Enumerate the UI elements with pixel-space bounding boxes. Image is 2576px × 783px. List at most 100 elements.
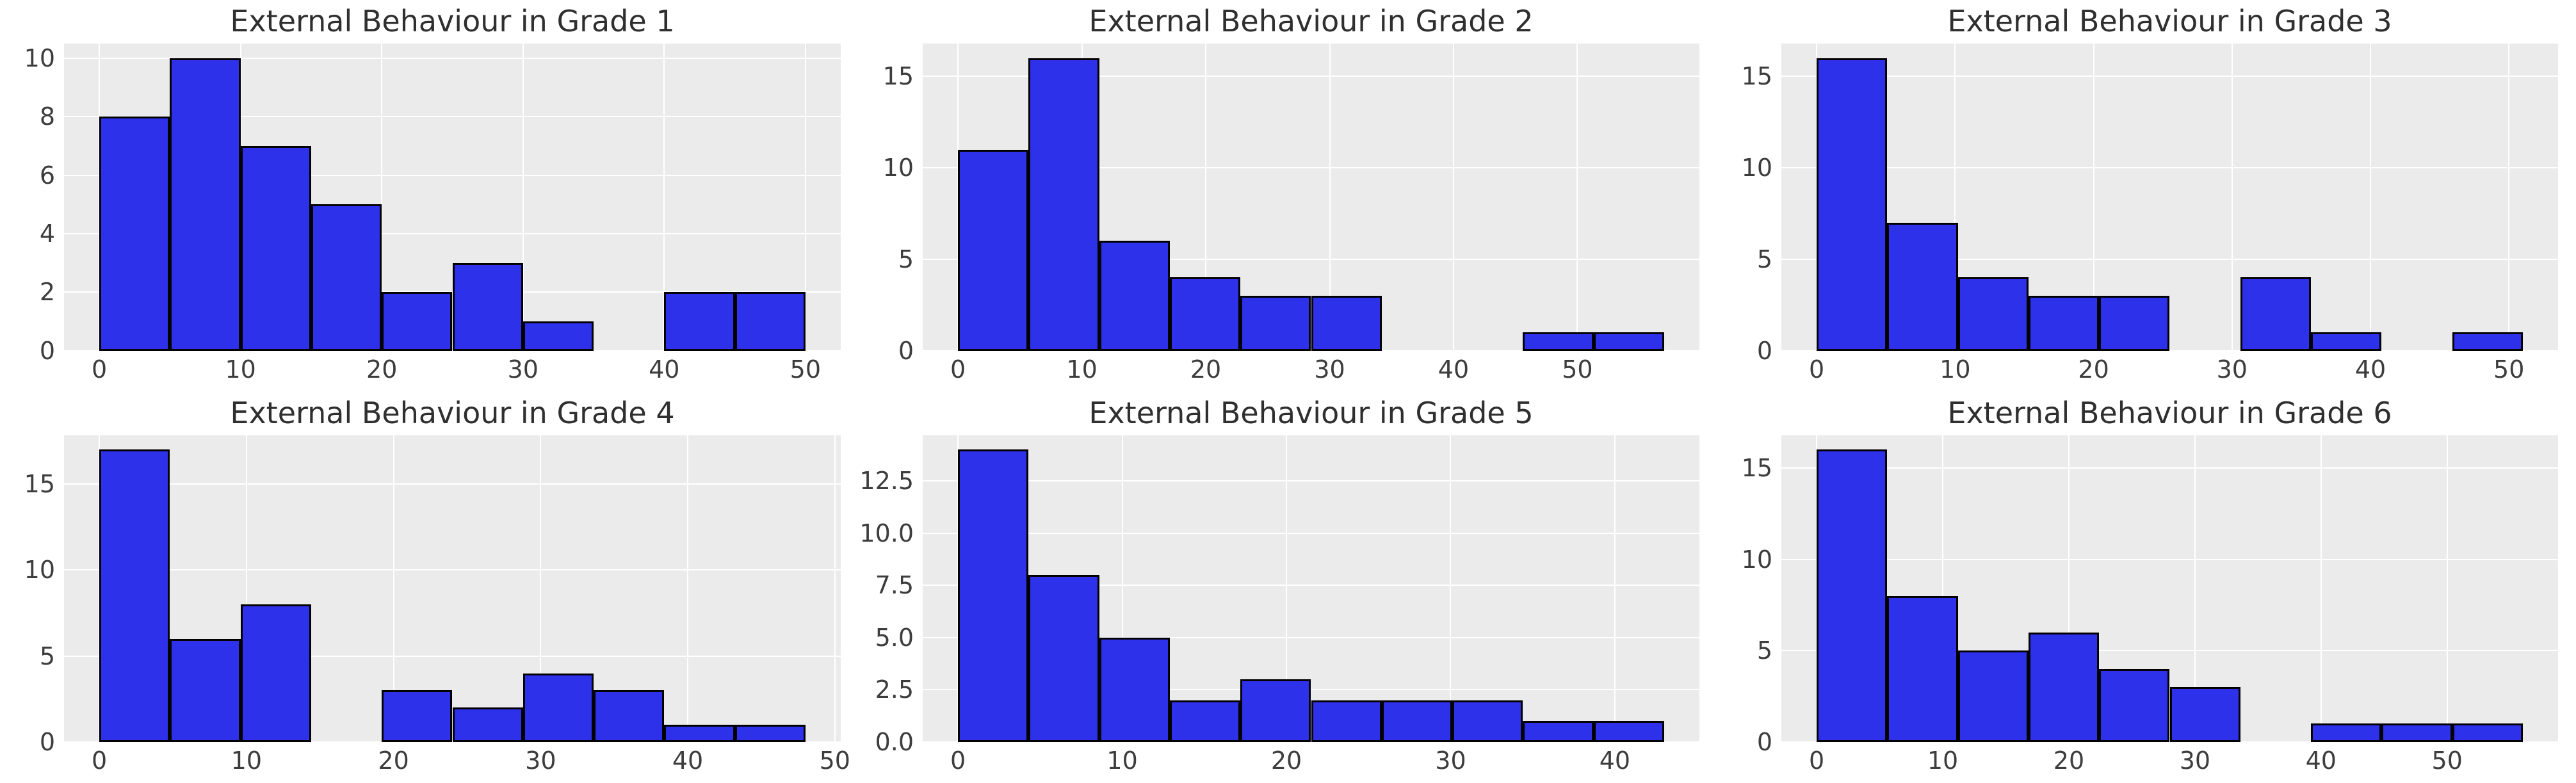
x-tick-label: 0	[950, 355, 966, 383]
y-tick-label: 0	[898, 336, 914, 365]
x-gridline	[663, 44, 665, 351]
x-tick-label: 40	[1599, 747, 1631, 775]
histogram-bar	[1240, 295, 1311, 351]
histogram-bar	[452, 707, 523, 742]
y-gridline	[923, 532, 1699, 534]
x-tick-label: 0	[92, 355, 108, 383]
y-axis: 0 5 10 15	[1717, 435, 1772, 756]
histogram-bar	[382, 292, 453, 351]
histogram-bar	[1887, 222, 1958, 351]
histogram-bar	[522, 673, 594, 742]
plot-area	[1781, 44, 2558, 351]
x-axis: 0 10 20 30 40 50	[1781, 355, 2558, 387]
x-tick-label: 10	[225, 355, 256, 383]
histogram-bar	[170, 638, 241, 742]
histogram-bar	[2381, 723, 2452, 742]
histogram-bar	[311, 204, 382, 351]
histogram-bar	[1957, 277, 2029, 351]
subplot-title: External Behaviour in Grade 4	[230, 395, 675, 430]
x-gridline	[1329, 44, 1331, 351]
x-tick-label: 10	[1940, 355, 1971, 383]
y-gridline	[64, 483, 841, 485]
x-gridline	[2446, 435, 2448, 742]
y-gridline	[64, 116, 841, 118]
subplot-title: External Behaviour in Grade 5	[1089, 395, 1534, 430]
subplot-grade-4: External Behaviour in Grade 4 0 5 10 15 0 10 20…	[0, 392, 859, 783]
plot-area	[64, 44, 841, 351]
y-gridline	[1781, 467, 2558, 469]
subplot-title: External Behaviour in Grade 6	[1947, 395, 2392, 430]
x-tick-label: 50	[2431, 747, 2463, 775]
y-gridline	[64, 655, 841, 657]
histogram-bar	[522, 321, 594, 351]
y-axis: 0 5 10 15	[859, 44, 914, 364]
histogram-bar	[1240, 679, 1311, 742]
y-tick-label: 15	[882, 62, 914, 91]
y-tick-label: 10.0	[859, 519, 914, 547]
histogram-bar	[594, 690, 665, 742]
y-tick-label: 2.5	[875, 675, 914, 704]
y-gridline	[1781, 76, 2558, 77]
histogram-bar	[734, 292, 806, 351]
x-axis: 0 10 20 30 40 50	[64, 355, 841, 387]
y-tick-label: 15	[24, 470, 55, 499]
histogram-bar	[2099, 668, 2170, 742]
x-gridline	[1954, 44, 1956, 351]
subplot-title: External Behaviour in Grade 3	[1947, 4, 2392, 38]
histogram-bar	[1169, 700, 1241, 742]
y-tick-label: 5	[1756, 245, 1772, 273]
histogram-bar	[2099, 295, 2170, 351]
x-tick-label: 40	[672, 747, 704, 775]
x-tick-label: 40	[1438, 355, 1470, 383]
y-tick-label: 5	[39, 642, 55, 670]
x-tick-label: 40	[2354, 355, 2386, 383]
x-gridline	[540, 435, 542, 742]
x-tick-label: 50	[819, 747, 850, 775]
y-tick-label: 7.5	[875, 571, 914, 600]
y-tick-label: 6	[39, 161, 55, 190]
plot-area	[1781, 435, 2558, 742]
x-tick-label: 30	[507, 355, 539, 383]
x-gridline	[1450, 435, 1452, 742]
x-gridline	[522, 44, 524, 351]
x-tick-label: 0	[92, 747, 108, 775]
y-axis: 0 2 4 6 8 10	[0, 44, 55, 365]
y-tick-label: 10	[1741, 154, 1772, 182]
histogram-bar	[1028, 58, 1099, 351]
histogram-bar	[1381, 700, 1453, 742]
x-gridline	[2320, 435, 2322, 742]
subplot-grade-1: External Behaviour in Grade 1 0 2 4 6 8 10 0 10 2…	[0, 0, 859, 392]
histogram-bar	[170, 58, 241, 351]
y-gridline	[923, 76, 1699, 77]
histogram-bar	[1817, 449, 1888, 742]
histogram-bar	[452, 262, 523, 351]
subplot-grade-2: External Behaviour in Grade 2 0 5 10 15 0 10 20…	[859, 0, 1717, 392]
x-gridline	[2508, 44, 2510, 351]
histogram-bar	[382, 690, 453, 742]
x-gridline	[804, 44, 806, 351]
x-tick-label: 20	[366, 355, 398, 383]
histogram-bar	[1593, 332, 1664, 351]
histogram-bar	[664, 292, 735, 351]
y-tick-label: 0	[39, 728, 55, 756]
y-gridline	[923, 480, 1699, 482]
histogram-bar	[958, 449, 1029, 742]
subplot-grade-6: External Behaviour in Grade 6 0 5 10 15 0 10 20…	[1717, 392, 2576, 783]
x-gridline	[1205, 44, 1207, 351]
y-tick-label: 5.0	[875, 623, 914, 652]
y-tick-label: 0	[39, 336, 55, 365]
x-tick-label: 30	[525, 747, 556, 775]
y-tick-label: 5	[1756, 636, 1772, 665]
x-tick-label: 30	[1314, 355, 1345, 383]
x-tick-label: 50	[1562, 355, 1593, 383]
x-tick-label: 20	[2078, 355, 2109, 383]
x-gridline	[687, 435, 689, 742]
subplot-title: External Behaviour in Grade 1	[230, 4, 675, 38]
x-gridline	[1452, 44, 1454, 351]
x-tick-label: 50	[790, 355, 822, 383]
histogram-bar	[99, 449, 170, 742]
y-gridline	[923, 585, 1699, 586]
x-gridline	[1121, 435, 1123, 742]
y-gridline	[64, 569, 841, 571]
y-tick-label: 0	[1756, 728, 1772, 756]
